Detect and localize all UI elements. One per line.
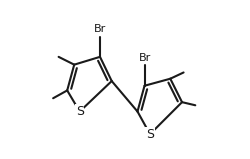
Text: Br: Br bbox=[94, 24, 106, 34]
Text: Br: Br bbox=[138, 53, 151, 63]
Text: S: S bbox=[146, 128, 154, 141]
Text: S: S bbox=[76, 105, 84, 118]
